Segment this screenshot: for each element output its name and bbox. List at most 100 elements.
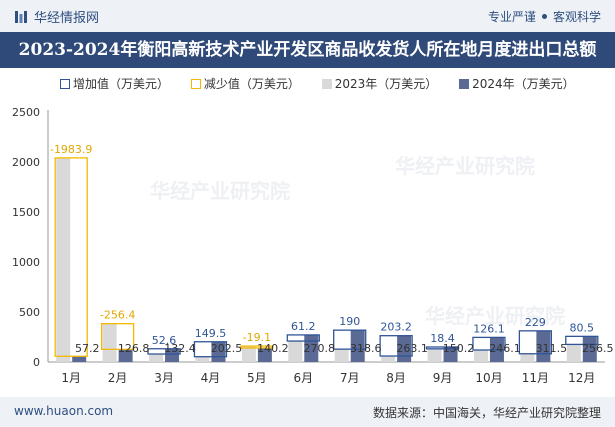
brand: 华经情报网 bbox=[14, 7, 99, 26]
x-tick-label: 7月 bbox=[340, 371, 360, 385]
bar-2023 bbox=[334, 349, 349, 362]
slogan-right: 客观科学 bbox=[552, 10, 601, 24]
bar-2023 bbox=[473, 350, 488, 362]
legend-swatch-decrease bbox=[190, 79, 201, 89]
bar-2023 bbox=[102, 323, 117, 362]
change-value-label: 149.5 bbox=[195, 327, 227, 340]
value-label-2024: 270.8 bbox=[304, 342, 336, 355]
change-value-label: 203.2 bbox=[380, 321, 412, 334]
change-box-increase bbox=[379, 335, 413, 357]
change-box-increase bbox=[286, 334, 320, 342]
y-tick-label: 0 bbox=[33, 356, 40, 369]
brand-name: 华经情报网 bbox=[34, 11, 100, 26]
value-label-2024: 132.4 bbox=[164, 342, 196, 355]
x-tick-label: 12月 bbox=[568, 371, 595, 385]
y-tick-label: 1000 bbox=[12, 256, 40, 269]
bar-2023 bbox=[566, 344, 581, 362]
x-tick-label: 6月 bbox=[293, 371, 313, 385]
value-label-2024: 202.5 bbox=[211, 342, 243, 355]
bar-2024 bbox=[582, 336, 597, 362]
footer-source: 数据来源：中国海关，华经产业研究院整理 bbox=[372, 406, 601, 420]
x-tick-label: 2月 bbox=[108, 371, 128, 385]
top-bar: 华经情报网 专业严谨 客观科学 bbox=[0, 0, 615, 32]
slogan-left: 专业严谨 bbox=[487, 10, 536, 24]
x-tick-label: 4月 bbox=[201, 371, 221, 385]
title-bar: 2023-2024年衡阳高新技术产业开发区商品收发货人所在地月度进出口总额 bbox=[0, 32, 615, 68]
legend-item-increase: 增加值（万美元） bbox=[60, 75, 169, 92]
y-tick-label: 1500 bbox=[12, 206, 40, 219]
x-tick-label: 9月 bbox=[433, 371, 453, 385]
change-value-label: -256.4 bbox=[100, 309, 135, 322]
bar-2024 bbox=[304, 334, 319, 362]
bar-2023 bbox=[195, 356, 210, 362]
change-value-label: 126.1 bbox=[473, 322, 505, 335]
change-box-increase bbox=[565, 335, 599, 346]
huajing-logo-icon bbox=[15, 11, 27, 23]
bar-2024 bbox=[443, 346, 458, 362]
x-tick-label: 8月 bbox=[386, 371, 406, 385]
legend-label-decrease: 减少值（万美元） bbox=[203, 77, 300, 91]
legend-swatch-increase bbox=[60, 79, 70, 89]
value-label-2024: 126.8 bbox=[118, 342, 150, 355]
bar-2024 bbox=[350, 330, 365, 362]
change-value-label: -19.1 bbox=[243, 331, 271, 344]
bar-2024 bbox=[72, 356, 87, 362]
y-tick-label: 500 bbox=[19, 306, 40, 319]
change-value-label: -1983.9 bbox=[50, 143, 92, 156]
y-tick-label: 2000 bbox=[12, 156, 40, 169]
change-box-decrease bbox=[240, 345, 274, 349]
change-value-label: 18.4 bbox=[430, 332, 455, 345]
bar-2023 bbox=[149, 354, 164, 362]
legend-label-increase: 增加值（万美元） bbox=[73, 77, 170, 91]
chart-title: 2023-2024年衡阳高新技术产业开发区商品收发货人所在地月度进出口总额 bbox=[18, 40, 597, 60]
change-box-increase bbox=[147, 348, 181, 355]
legend-item-decrease: 减少值（万美元） bbox=[190, 75, 300, 92]
change-box-decrease bbox=[100, 323, 135, 350]
value-label-2024: 57.2 bbox=[75, 342, 100, 355]
y-tick-label: 2500 bbox=[12, 106, 40, 119]
change-value-label: 190 bbox=[339, 315, 360, 328]
slogan: 专业严谨 客观科学 bbox=[488, 8, 601, 25]
change-value-label: 61.2 bbox=[291, 320, 316, 333]
x-tick-label: 10月 bbox=[475, 371, 502, 385]
bar-2023 bbox=[56, 157, 71, 362]
value-label-2024: 318.6 bbox=[350, 342, 382, 355]
change-value-label: 229 bbox=[525, 316, 546, 329]
value-label-2024: 311.5 bbox=[536, 342, 568, 355]
bar-2023 bbox=[241, 346, 256, 362]
footer-url: www.huaon.com bbox=[14, 404, 114, 418]
legend-label-2024: 2024年（万美元） bbox=[472, 77, 575, 91]
legend-item-2024: 2024年（万美元） bbox=[459, 75, 575, 92]
change-box-increase bbox=[193, 341, 228, 358]
change-value-label: 52.6 bbox=[152, 334, 177, 347]
x-tick-label: 5月 bbox=[247, 371, 267, 385]
chart-legend: 增加值（万美元） 减少值（万美元） 2023年（万美元） 2024年（万美元） bbox=[60, 75, 593, 93]
bar-2023 bbox=[427, 348, 442, 362]
bar-2023 bbox=[381, 356, 396, 362]
bullet-dot-icon bbox=[541, 14, 547, 19]
legend-swatch-2024 bbox=[459, 79, 470, 89]
change-value-label: 80.5 bbox=[570, 321, 595, 334]
x-tick-label: 1月 bbox=[61, 371, 81, 385]
value-label-2024: 263.1 bbox=[396, 342, 428, 355]
bar-2024 bbox=[257, 347, 272, 362]
bar-2024 bbox=[165, 348, 180, 362]
footer-bar: www.huaon.com 数据来源：中国海关，华经产业研究院整理 bbox=[0, 397, 615, 427]
legend-swatch-2023 bbox=[321, 79, 332, 89]
value-label-2024: 256.5 bbox=[582, 342, 614, 355]
change-box-increase bbox=[425, 346, 460, 350]
legend-item-2023: 2023年（万美元） bbox=[321, 75, 438, 92]
x-tick-label: 3月 bbox=[154, 371, 174, 385]
bar-2023 bbox=[288, 341, 303, 362]
change-box-increase bbox=[333, 329, 367, 350]
x-tick-label: 11月 bbox=[522, 371, 549, 385]
value-label-2024: 150.2 bbox=[443, 342, 475, 355]
legend-label-2023: 2023年（万美元） bbox=[334, 77, 438, 91]
bar-2023 bbox=[520, 353, 535, 362]
change-box-decrease bbox=[54, 157, 88, 357]
chart-svg: 0 500 1000 1500 2000 2500 1月 2月 3月 4月 5月 6月 7月 8月 9月 10… bbox=[12, 106, 614, 385]
change-box-increase bbox=[518, 330, 553, 355]
bar-2024 bbox=[118, 349, 133, 362]
value-label-2024: 140.2 bbox=[257, 342, 289, 355]
change-box-increase bbox=[472, 336, 506, 351]
